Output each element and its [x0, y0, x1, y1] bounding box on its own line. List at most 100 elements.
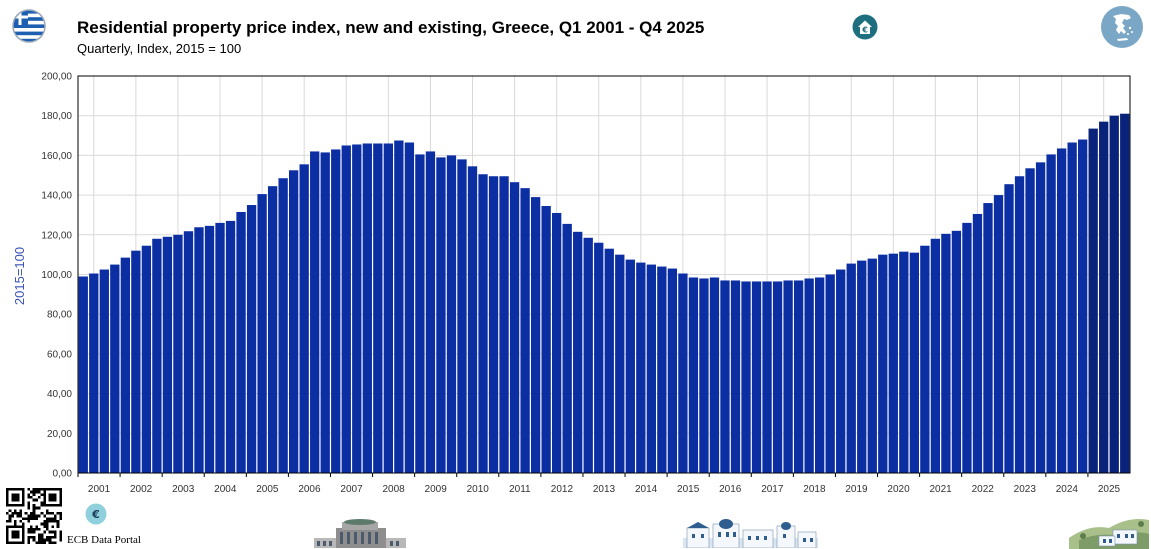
bar[interactable] [225, 220, 236, 473]
bar[interactable] [667, 268, 678, 473]
bar[interactable] [762, 281, 772, 473]
bar[interactable] [793, 280, 804, 473]
bar[interactable] [362, 143, 372, 474]
bar[interactable] [299, 164, 309, 473]
bar[interactable] [604, 248, 614, 473]
bar[interactable] [446, 155, 457, 473]
bar[interactable] [878, 254, 888, 473]
bar[interactable] [278, 178, 288, 474]
bar[interactable] [825, 274, 835, 474]
bar[interactable] [488, 176, 499, 473]
bar[interactable] [1056, 148, 1067, 473]
bar[interactable] [962, 222, 972, 473]
bar[interactable] [909, 252, 919, 473]
bar[interactable] [110, 264, 120, 473]
bar[interactable] [730, 280, 741, 473]
bar[interactable] [436, 157, 446, 473]
bar[interactable] [678, 273, 688, 473]
bar[interactable] [131, 250, 141, 473]
bar[interactable] [267, 186, 278, 474]
bar[interactable] [709, 277, 720, 473]
bar[interactable] [625, 259, 635, 473]
bar[interactable] [120, 257, 130, 473]
bar[interactable] [541, 206, 551, 473]
bar[interactable] [920, 245, 930, 473]
bar[interactable] [257, 194, 267, 474]
bar[interactable] [467, 166, 478, 473]
bar[interactable] [141, 245, 152, 473]
bar[interactable] [152, 238, 162, 473]
bar[interactable] [772, 281, 783, 473]
bar[interactable] [1078, 139, 1088, 473]
bar[interactable] [478, 174, 488, 473]
bar[interactable] [552, 212, 562, 473]
bar[interactable] [194, 227, 204, 473]
bar[interactable] [993, 195, 1004, 473]
bar[interactable] [783, 280, 793, 473]
bar[interactable] [1099, 121, 1109, 473]
bar[interactable] [888, 253, 898, 473]
bar[interactable] [1120, 113, 1130, 473]
bar[interactable] [509, 182, 520, 473]
bar[interactable] [520, 188, 530, 473]
bar[interactable] [1067, 142, 1077, 473]
bar[interactable] [173, 234, 183, 473]
bar[interactable] [425, 151, 436, 473]
bar[interactable] [972, 213, 983, 473]
bar[interactable] [836, 269, 846, 473]
bar[interactable] [1004, 184, 1014, 473]
bar[interactable] [594, 242, 604, 473]
bar[interactable] [583, 237, 593, 473]
bar[interactable] [930, 238, 941, 473]
bar[interactable] [341, 145, 351, 473]
bar[interactable] [636, 262, 646, 473]
bar[interactable] [457, 159, 467, 473]
bar[interactable] [352, 144, 362, 474]
bar[interactable] [1088, 128, 1098, 474]
bar[interactable] [289, 170, 299, 473]
bar[interactable] [89, 273, 99, 473]
bar[interactable] [162, 236, 173, 473]
bar[interactable] [857, 260, 867, 473]
bar[interactable] [615, 254, 625, 473]
bar[interactable] [215, 222, 225, 473]
bar[interactable] [657, 266, 667, 473]
bar[interactable] [373, 143, 383, 474]
bar[interactable] [1035, 162, 1046, 473]
bar[interactable] [815, 277, 825, 473]
qr-code-icon[interactable] [6, 488, 62, 544]
bar[interactable] [951, 230, 962, 473]
bar[interactable] [78, 276, 88, 473]
bar[interactable] [751, 281, 762, 473]
bar[interactable] [983, 203, 993, 474]
bar[interactable] [394, 140, 404, 473]
bar[interactable] [246, 205, 257, 473]
bar[interactable] [846, 263, 856, 473]
bar[interactable] [1014, 176, 1025, 473]
bar[interactable] [310, 151, 320, 473]
bar[interactable] [236, 211, 246, 473]
bar[interactable] [867, 258, 877, 473]
bar[interactable] [573, 231, 583, 473]
bar[interactable] [499, 176, 509, 473]
bar[interactable] [804, 278, 814, 473]
bar[interactable] [720, 280, 730, 473]
bar[interactable] [183, 231, 194, 473]
bar[interactable] [415, 154, 425, 473]
bar[interactable] [404, 142, 415, 473]
bar[interactable] [331, 149, 341, 473]
bar[interactable] [899, 251, 909, 473]
bar[interactable] [1025, 168, 1035, 474]
bar[interactable] [320, 152, 330, 474]
bar[interactable] [99, 269, 109, 473]
bar[interactable] [204, 225, 215, 473]
bar[interactable] [1109, 115, 1119, 473]
bar[interactable] [941, 233, 951, 473]
bar[interactable] [383, 143, 393, 474]
bar[interactable] [1046, 154, 1056, 473]
bar[interactable] [530, 197, 541, 473]
bar[interactable] [688, 277, 699, 473]
bar[interactable] [741, 281, 751, 473]
bar[interactable] [562, 223, 572, 473]
bar[interactable] [646, 264, 656, 473]
